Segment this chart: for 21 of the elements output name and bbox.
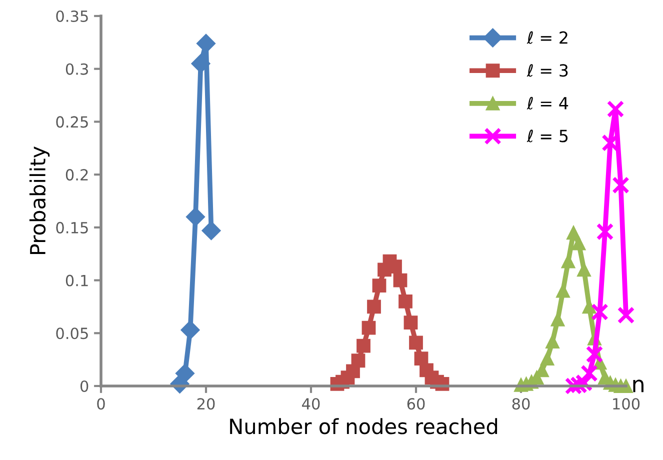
- legend-label: ℓ = 3: [526, 64, 568, 77]
- y-tick-label: 0: [80, 380, 88, 392]
- x-tick-label: 40: [302, 398, 320, 410]
- y-tick-label: 0.1: [66, 274, 88, 286]
- legend-label: ℓ = 2: [526, 31, 568, 44]
- legend-label: ℓ = 5: [526, 130, 568, 142]
- y-tick-label: 0.3: [66, 63, 88, 75]
- x-axis-title: Number of nodes reached: [230, 418, 498, 434]
- x-tick-label: 80: [512, 398, 530, 410]
- x-tick-label: 0: [97, 398, 105, 410]
- text: n: [633, 380, 644, 392]
- x-tick-label: 100: [613, 398, 640, 410]
- y-axis-title: Probability: [29, 146, 50, 254]
- legend-label: ℓ = 4: [526, 96, 568, 110]
- x-tick-label: 20: [197, 398, 215, 410]
- x-tick-label: 60: [407, 398, 425, 410]
- y-tick-label: 0.35: [56, 10, 88, 22]
- y-tick-label: 0.25: [56, 116, 88, 128]
- y-tick-label: 0.2: [66, 169, 88, 181]
- y-tick-label: 0.05: [56, 328, 88, 340]
- y-tick-label: 0.15: [56, 222, 88, 234]
